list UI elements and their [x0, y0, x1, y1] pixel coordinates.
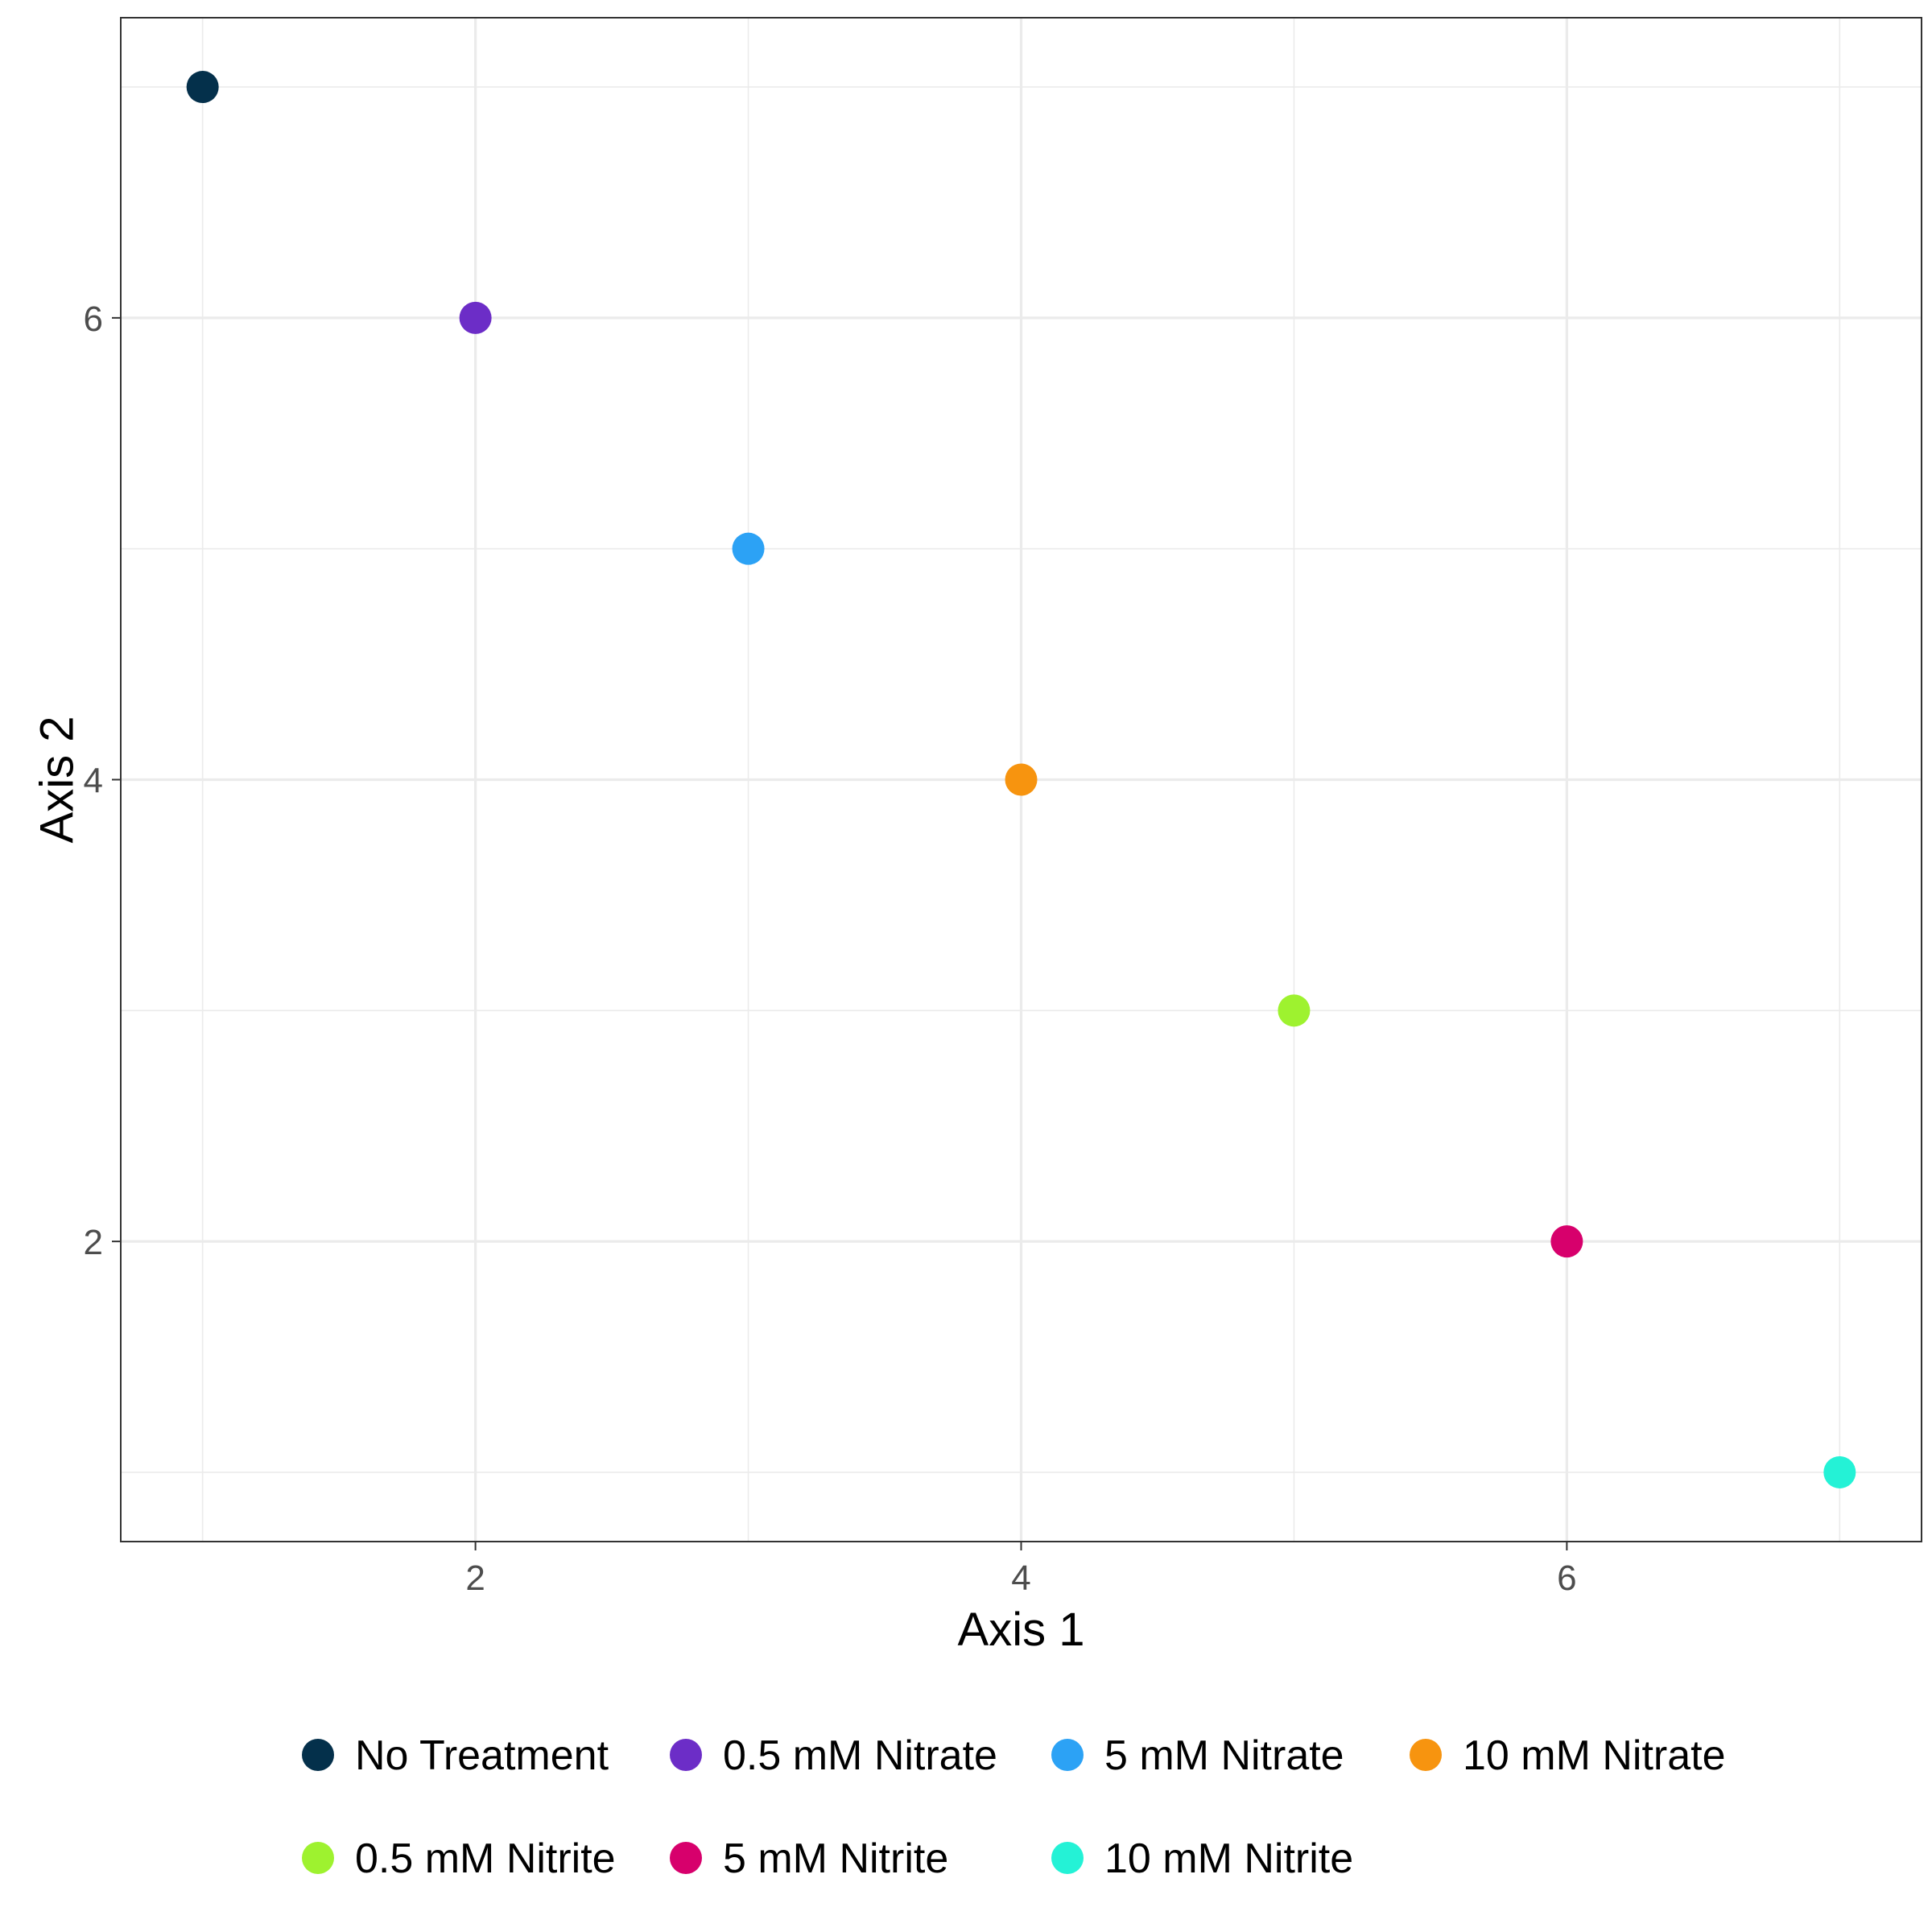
data-point: [1278, 994, 1311, 1027]
y-axis-title: Axis 2: [31, 716, 83, 844]
legend-label: 5 mM Nitrite: [723, 1835, 948, 1882]
x-axis-title: Axis 1: [958, 1604, 1085, 1656]
data-point: [459, 301, 492, 334]
legend-key: [1051, 1739, 1084, 1771]
data-point: [1823, 1455, 1856, 1488]
x-tick-label: 6: [1557, 1558, 1576, 1598]
legend: No Treatment 0.5 mM Nitrate 5 mM Nitrate 10…: [302, 1732, 1726, 1882]
axis-ticks: 2 4 6 2 4 6: [84, 299, 1577, 1598]
legend-label: No Treatment: [355, 1732, 609, 1779]
legend-label: 10 mM Nitrite: [1104, 1835, 1353, 1882]
legend-key: [302, 1842, 334, 1874]
legend-label: 10 mM Nitrate: [1463, 1732, 1726, 1779]
data-points: [186, 71, 1856, 1488]
legend-key: [670, 1842, 702, 1874]
legend-key: [1051, 1842, 1084, 1874]
y-tick-label: 2: [84, 1223, 103, 1262]
legend-key: [302, 1739, 334, 1771]
data-point: [1005, 763, 1038, 796]
y-tick-label: 4: [84, 762, 103, 801]
legend-key: [1410, 1739, 1442, 1771]
legend-label: 5 mM Nitrate: [1104, 1732, 1344, 1779]
data-point: [1550, 1225, 1583, 1258]
legend-label: 0.5 mM Nitrite: [355, 1835, 616, 1882]
data-point: [186, 71, 219, 104]
legend-key: [670, 1739, 702, 1771]
data-point: [732, 532, 765, 565]
x-tick-label: 4: [1011, 1558, 1030, 1598]
legend-label: 0.5 mM Nitrate: [723, 1732, 997, 1779]
y-tick-label: 6: [84, 299, 103, 339]
x-tick-label: 2: [465, 1558, 485, 1598]
